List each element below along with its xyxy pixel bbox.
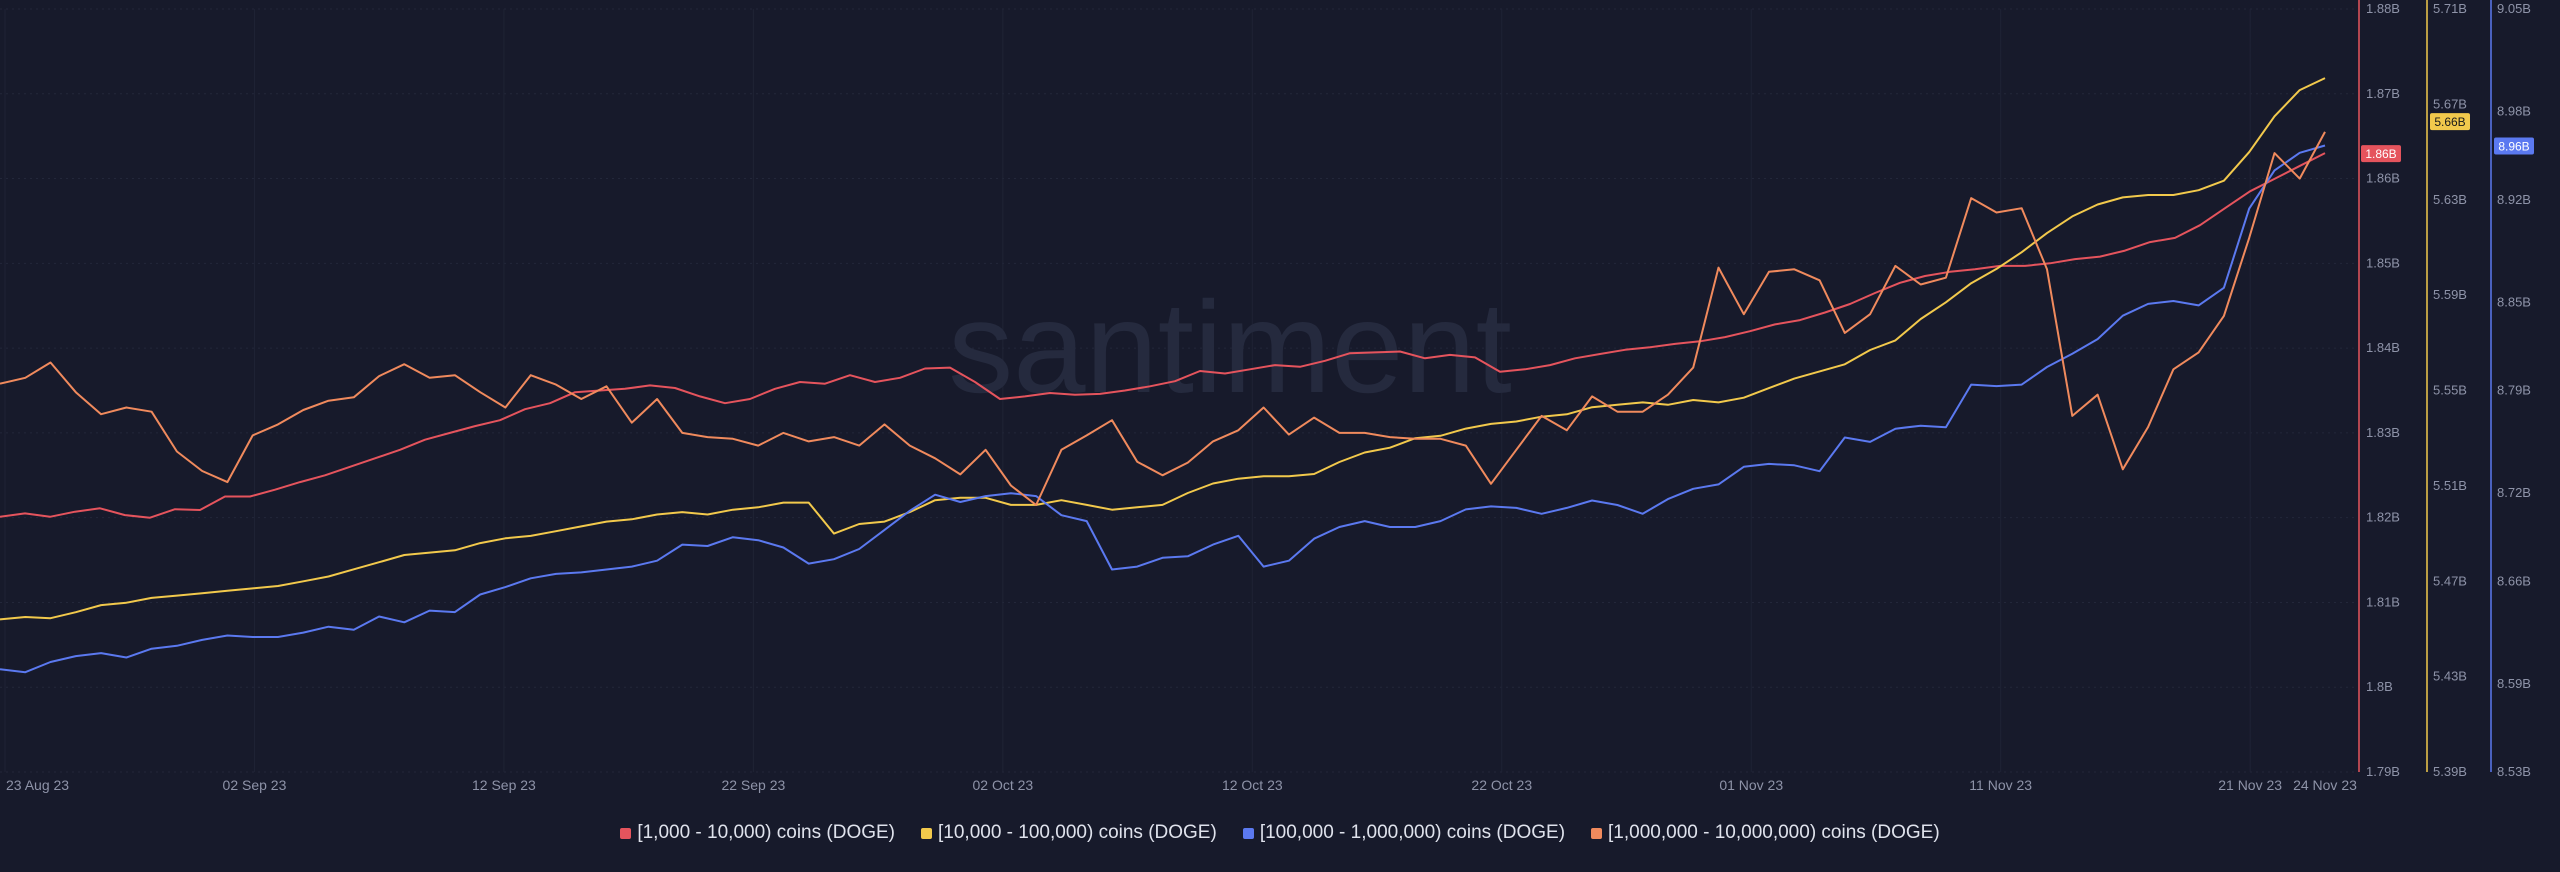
current-value-label: 1.86B xyxy=(2365,147,2396,161)
y-tick-label: 5.43B xyxy=(2433,669,2467,684)
y-tick-label: 1.88B xyxy=(2366,1,2400,16)
legend-label: [1,000 - 10,000) coins (DOGE) xyxy=(637,822,895,843)
y-tick-label: 1.85B xyxy=(2366,255,2400,270)
legend-swatch xyxy=(620,827,632,839)
y-tick-label: 1.83B xyxy=(2366,425,2400,440)
y-tick-label: 1.82B xyxy=(2366,510,2400,525)
legend-swatch xyxy=(1591,827,1603,839)
x-tick-label: 02 Oct 23 xyxy=(972,777,1033,793)
x-tick-label: 22 Sep 23 xyxy=(721,777,785,793)
y-tick-label: 5.39B xyxy=(2433,764,2467,779)
legend-item[interactable]: [1,000,000 - 10,000,000) coins (DOGE) xyxy=(1591,822,1940,844)
y-tick-label: 1.84B xyxy=(2366,340,2400,355)
legend-label: [1,000,000 - 10,000,000) coins (DOGE) xyxy=(1608,822,1940,843)
y-tick-label: 8.53B xyxy=(2497,764,2531,779)
x-tick-label: 22 Oct 23 xyxy=(1471,777,1532,793)
y-tick-label: 5.63B xyxy=(2433,192,2467,207)
y-tick-label: 1.87B xyxy=(2366,86,2400,101)
legend-item[interactable]: [10,000 - 100,000) coins (DOGE) xyxy=(921,822,1217,844)
y-tick-label: 8.72B xyxy=(2497,485,2531,500)
y-tick-label: 8.59B xyxy=(2497,676,2531,691)
legend: [1,000 - 10,000) coins (DOGE) [10,000 - … xyxy=(0,816,2560,850)
legend-item[interactable]: [1,000 - 10,000) coins (DOGE) xyxy=(620,822,895,844)
y-tick-label: 1.8B xyxy=(2366,679,2393,694)
y-tick-label: 8.85B xyxy=(2497,294,2531,309)
y-tick-label: 5.47B xyxy=(2433,573,2467,588)
y-tick-label: 5.51B xyxy=(2433,478,2467,493)
legend-item[interactable]: [100,000 - 1,000,000) coins (DOGE) xyxy=(1242,822,1566,844)
y-tick-label: 1.86B xyxy=(2366,171,2400,186)
x-tick-label: 12 Sep 23 xyxy=(472,777,536,793)
current-value-badge xyxy=(2361,145,2401,163)
x-tick-label: 11 Nov 23 xyxy=(1969,777,2032,793)
series-line xyxy=(0,144,2326,674)
y-tick-label: 1.81B xyxy=(2366,594,2400,609)
x-tick-label: 23 Aug 23 xyxy=(6,777,69,793)
series-lines xyxy=(0,77,2326,674)
y-tick-label: 8.92B xyxy=(2497,192,2531,207)
legend-label: [100,000 - 1,000,000) coins (DOGE) xyxy=(1259,822,1566,843)
y-tick-label: 9.05B xyxy=(2497,1,2531,16)
x-tick-label: 01 Nov 23 xyxy=(1719,777,1783,793)
x-tick-label: 12 Oct 23 xyxy=(1222,777,1283,793)
x-tick-label: 24 Nov 23 xyxy=(2293,777,2357,793)
current-value-label: 5.66B xyxy=(2434,115,2465,129)
current-value-label: 8.96B xyxy=(2498,139,2529,153)
series-line xyxy=(0,131,2326,506)
legend-swatch xyxy=(921,827,932,839)
y-tick-label: 8.98B xyxy=(2497,104,2531,119)
y-tick-label: 5.59B xyxy=(2433,287,2467,302)
series-line xyxy=(0,152,2326,519)
legend-swatch xyxy=(1242,827,1254,839)
y-tick-label: 1.79B xyxy=(2366,764,2400,779)
legend-label: [10,000 - 100,000) coins (DOGE) xyxy=(938,822,1217,843)
gridlines xyxy=(0,8,2356,773)
axes: 1.79B 1.8B 1.81B 1.82B 1.83B 1.84B 1.85B 1.86B 1… xyxy=(2358,0,2534,779)
y-tick-label: 5.71B xyxy=(2433,1,2467,16)
series-line xyxy=(0,77,2326,621)
x-tick-label: 02 Sep 23 xyxy=(223,777,287,793)
x-axis: 23 Aug 23 02 Sep 23 12 Sep 23 22 Sep 23 02 O… xyxy=(6,777,2357,793)
current-value-badge xyxy=(2494,137,2534,155)
y-tick-label: 8.66B xyxy=(2497,573,2531,588)
y-tick-label: 5.67B xyxy=(2433,96,2467,111)
x-tick-label: 21 Nov 23 xyxy=(2218,777,2282,793)
y-tick-label: 5.55B xyxy=(2433,383,2467,398)
current-value-badge xyxy=(2430,113,2470,131)
y-tick-label: 8.79B xyxy=(2497,383,2531,398)
watermark: santiment xyxy=(948,274,1512,420)
